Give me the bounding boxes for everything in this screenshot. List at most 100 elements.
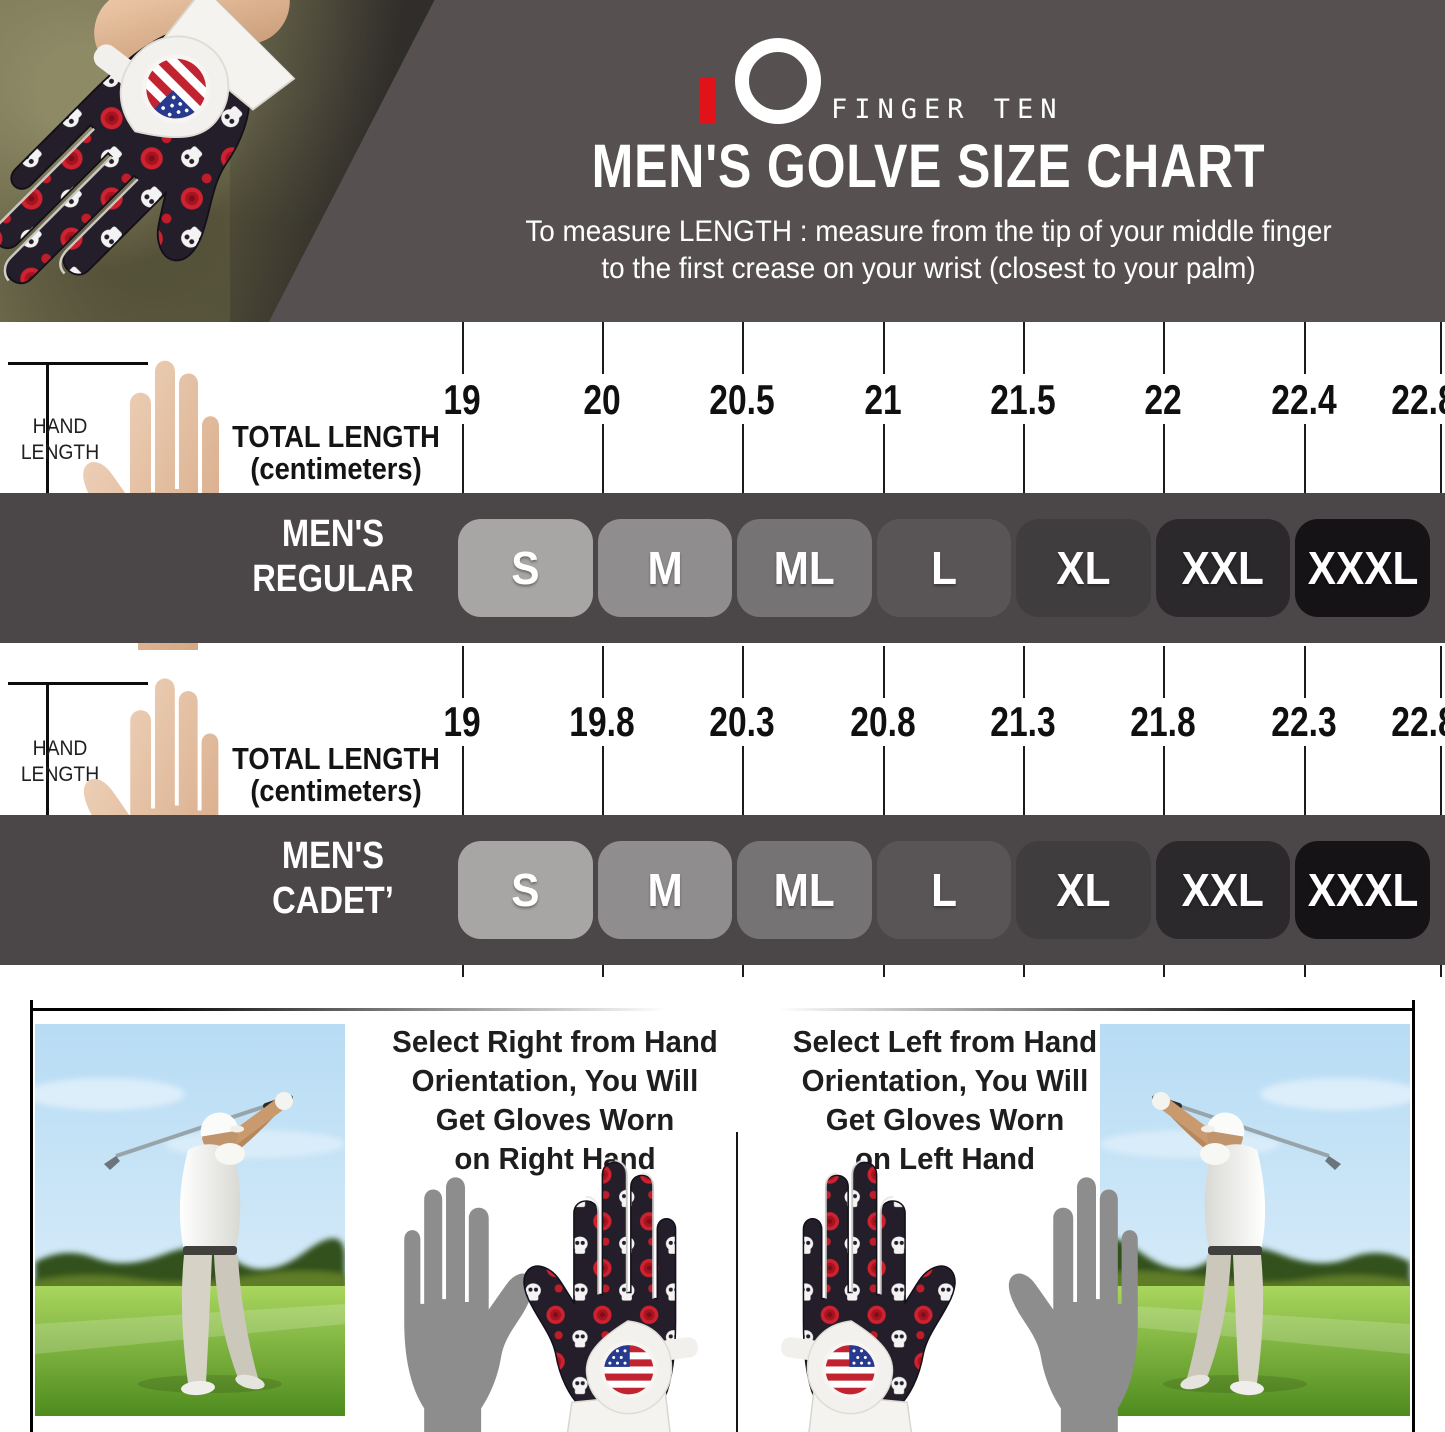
length-value: 20.3 [709,698,775,745]
length-value: 22 [1144,376,1182,423]
row-label-line1: MEN'S [281,513,385,555]
length-value: 22.8 [1391,698,1445,745]
scale-tick [1440,424,1442,493]
length-value: 21.5 [990,376,1056,423]
size-box-l: L [876,841,1012,939]
glove-product-photo [0,0,435,322]
size-box-ml: ML [737,519,872,617]
scale-tick [602,646,604,698]
size-box-xxl: XXL [1155,841,1291,939]
size-box-xxxl: XXXL [1295,519,1431,617]
scale-tick [1023,965,1025,977]
length-value: 21 [864,376,902,423]
scale-tick [602,424,604,493]
regular-size-row: S M ML L XL XXL XXXL [458,519,1431,617]
scale-tick [1023,322,1025,374]
scale-tick [1304,965,1306,977]
scale-tick [1163,965,1165,977]
size-box-s: S [458,841,593,939]
page-title: MEN'S GOLVE SIZE CHART [591,132,1266,200]
length-value: 22.3 [1271,698,1337,745]
scale-tick [742,746,744,815]
scale-tick [742,965,744,977]
hand-length-line2: LENGTH [20,763,100,786]
scale-tick [462,424,464,493]
length-value: 21.3 [990,698,1056,745]
scale-tick [1304,646,1306,698]
measure-line-top [8,682,148,685]
scale-tick [1163,746,1165,815]
scale-tick [883,424,885,493]
brand-name: FINGER TEN [831,94,1064,125]
scale-tick [883,746,885,815]
bare-hand-silhouette-icon [404,1177,534,1432]
scale-tick [1440,646,1442,698]
instruction-line: Get Gloves Worn [435,1102,675,1137]
length-value: 22.8 [1391,376,1445,423]
scale-tick [1023,424,1025,493]
length-value: 22.4 [1271,376,1337,423]
total-length-line1: TOTAL LENGTH [232,419,440,454]
size-label: XXXL [1307,542,1419,594]
size-box-s: S [458,519,593,617]
size-box-xl: XL [1016,841,1151,939]
total-length-label: TOTAL LENGTH (centimeters) [230,743,441,807]
golfer-photo-left [35,1024,345,1416]
instruction-line: on Left Hand [855,1141,1035,1176]
size-box-xl: XL [1016,519,1151,617]
size-label: XL [1056,542,1111,594]
scale-tick [742,322,744,374]
length-value: 20.5 [709,376,775,423]
footer-frame-left [30,1000,33,1432]
scale-tick [1023,746,1025,815]
hand-length-line2: LENGTH [20,441,100,464]
measure-line-vertical [46,362,49,598]
right-hand-instructions: Select Right from Hand Orientation, You … [373,1022,738,1178]
size-box-l: L [876,519,1012,617]
scale-tick [742,646,744,698]
size-label: XL [1056,864,1111,916]
footer-frame-right [1412,1000,1415,1432]
patterned-glove-icon [521,1140,699,1432]
logo-ring-icon [735,38,821,124]
size-box-m: M [597,519,733,617]
size-label: XXXL [1307,864,1419,916]
length-value: 20.8 [850,698,916,745]
scale-tick [883,322,885,374]
scale-tick [742,424,744,493]
row-label-line2: CADET’ [272,880,394,922]
scale-tick [602,746,604,815]
bare-hand-silhouette-icon [1008,1177,1138,1432]
size-label: XXL [1182,864,1265,916]
size-box-m: M [597,841,733,939]
row-label-line2: REGULAR [252,558,414,600]
scale-tick [462,746,464,815]
scale-tick [1304,322,1306,374]
hand-length-label: HAND LENGTH [12,414,108,466]
size-label: ML [773,542,835,594]
cadet-size-row: S M ML L XL XXL XXXL [458,841,1431,939]
total-length-label: TOTAL LENGTH (centimeters) [230,421,441,485]
measure-instructions-line1: To measure LENGTH : measure from the tip… [525,215,1332,248]
scale-tick [1304,746,1306,815]
instruction-line: Get Gloves Worn [825,1102,1065,1137]
footer-divider-line [30,1008,1415,1011]
footer-center-divider [736,1132,738,1432]
hand-length-line1: HAND [32,415,88,438]
size-box-ml: ML [737,841,872,939]
scale-tick [1163,646,1165,698]
measure-line-top [8,362,148,365]
scale-tick [602,965,604,977]
size-box-xxl: XXL [1155,519,1291,617]
instruction-line: Orientation, You Will [411,1063,699,1098]
regular-row-label: MEN'S REGULAR [234,512,432,602]
instruction-line: Orientation, You Will [801,1063,1089,1098]
scale-tick [1440,322,1442,374]
scale-tick [1163,322,1165,374]
length-value: 19.8 [569,698,635,745]
size-label: S [511,542,540,594]
left-hand-instructions: Select Left from Hand Orientation, You W… [763,1022,1128,1178]
total-length-line1: TOTAL LENGTH [232,741,440,776]
size-label: M [647,542,683,594]
length-value: 19 [443,376,481,423]
